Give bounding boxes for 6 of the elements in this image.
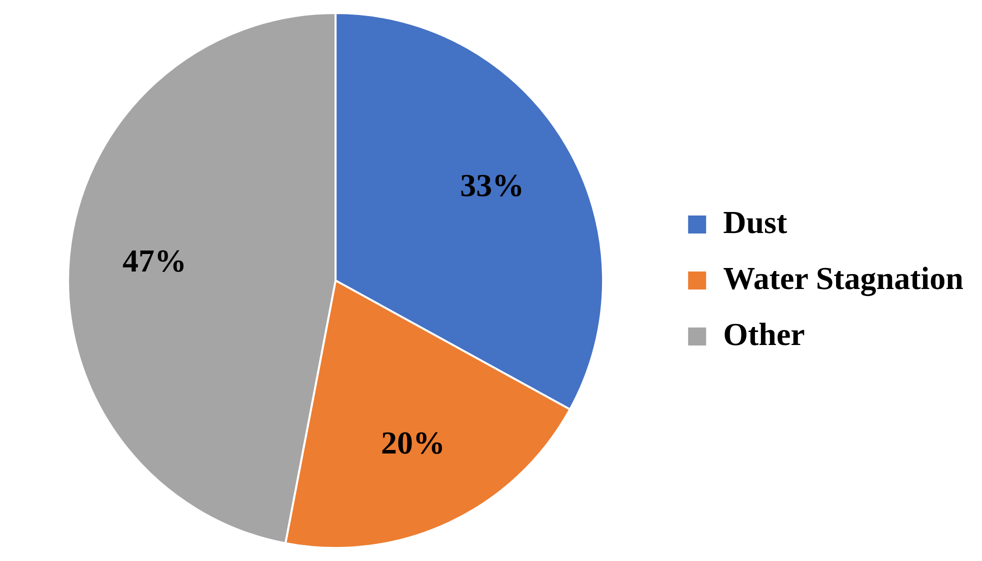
- legend-label: Water Stagnation: [723, 260, 964, 297]
- data-label: 33%: [460, 167, 524, 204]
- data-label: 47%: [122, 242, 186, 279]
- legend-label: Dust: [723, 204, 788, 240]
- legend-label: Other: [723, 316, 805, 352]
- data-label: 20%: [381, 424, 446, 460]
